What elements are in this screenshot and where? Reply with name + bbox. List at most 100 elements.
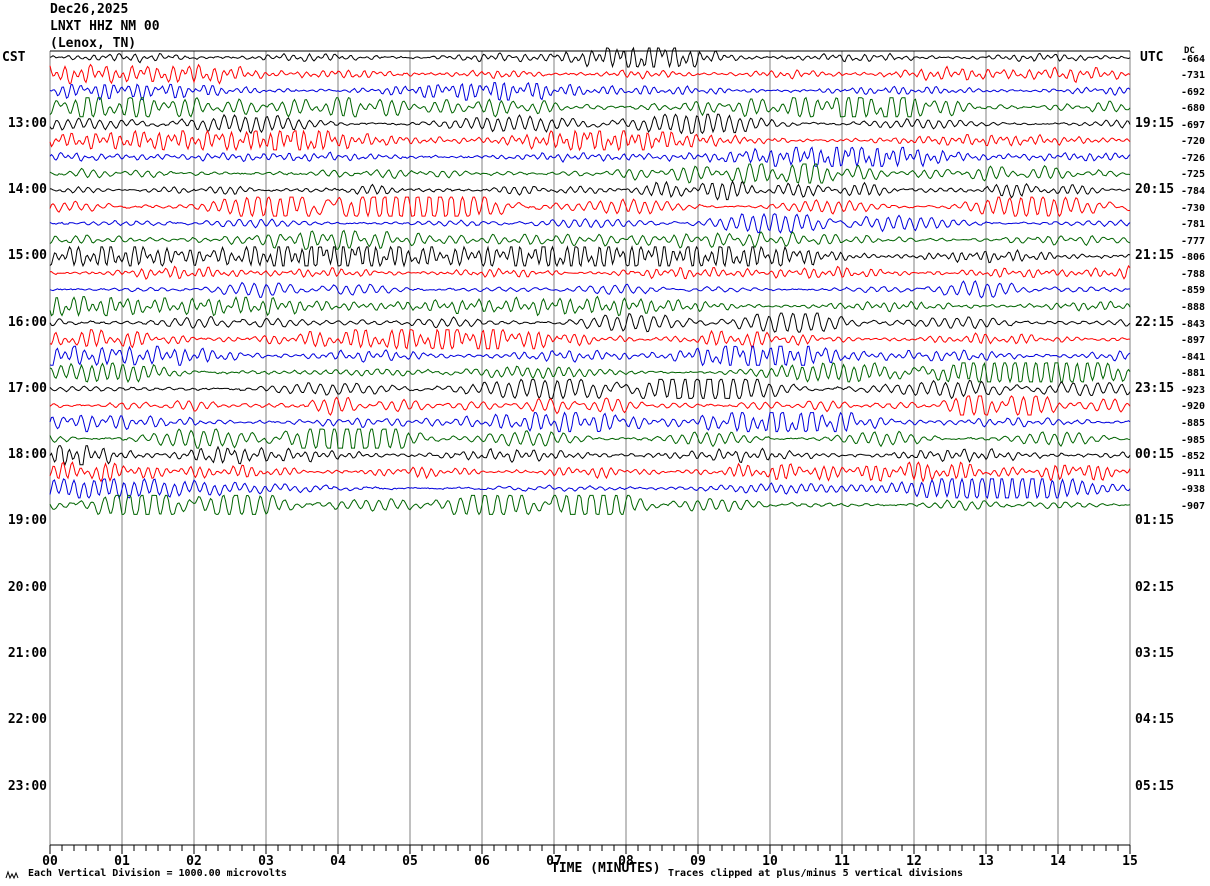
seismic-trace: [49, 195, 1131, 218]
seismic-trace: [49, 312, 1131, 333]
cst-hour-label: 22:00: [7, 712, 47, 728]
x-tick-label: 02: [186, 854, 202, 869]
seismic-trace: [49, 428, 1131, 450]
cst-hour-label: 23:00: [7, 778, 47, 794]
dc-value-label: -920: [1181, 401, 1206, 413]
title-date: Dec26,2025: [50, 2, 129, 17]
seismic-trace: [49, 179, 1131, 201]
seismic-trace: [49, 280, 1131, 299]
cst-hour-label: 14:00: [7, 182, 47, 198]
x-tick-label: 01: [114, 854, 130, 869]
x-tick-label: 09: [690, 854, 706, 869]
seismic-trace: [49, 445, 1131, 467]
dc-value-label: -725: [1181, 169, 1206, 181]
x-tick-label: 03: [258, 854, 274, 869]
x-tick-label: 06: [474, 854, 490, 869]
x-tick-label: 05: [402, 854, 418, 869]
dc-value-label: -680: [1181, 103, 1206, 115]
dc-value-label: -731: [1181, 70, 1206, 82]
seismic-trace: [49, 146, 1131, 169]
seismic-trace: [49, 63, 1131, 85]
seismic-trace: [49, 229, 1131, 250]
cst-hour-label: 15:00: [7, 248, 47, 264]
utc-hour-label: 21:15: [1135, 248, 1175, 264]
dc-value-label: -784: [1181, 186, 1206, 198]
right-axis-header: UTC: [1140, 50, 1164, 65]
seismic-trace: [49, 163, 1131, 184]
seismic-trace: [49, 212, 1131, 234]
seismic-trace: [49, 477, 1131, 500]
seismic-trace: [49, 328, 1130, 350]
utc-hour-label: 00:15: [1135, 447, 1175, 463]
seismic-trace: [49, 378, 1131, 400]
seismic-trace: [49, 46, 1131, 69]
dc-value-label: -881: [1181, 368, 1206, 380]
cst-hour-label: 16:00: [7, 314, 47, 330]
dc-header: DC: [1184, 46, 1195, 56]
dc-value-label: -841: [1181, 351, 1206, 363]
seismic-trace: [49, 245, 1131, 268]
seismic-trace: [49, 81, 1131, 101]
dc-value-label: -806: [1181, 252, 1206, 264]
utc-hour-label: 03:15: [1135, 646, 1175, 662]
waveform-logo-icon: [5, 870, 19, 880]
utc-hour-label: 22:15: [1135, 314, 1175, 330]
dc-value-label: -720: [1181, 136, 1206, 148]
dc-value-label: -907: [1181, 500, 1206, 512]
dc-value-label: -777: [1181, 235, 1206, 247]
clipping-note: Traces clipped at plus/minus 5 vertical …: [668, 868, 964, 879]
dc-value-label: -859: [1181, 285, 1206, 297]
utc-hour-label: 04:15: [1135, 712, 1175, 728]
dc-value-label: -843: [1181, 318, 1206, 330]
seismic-trace: [49, 113, 1131, 135]
dc-value-label: -938: [1181, 484, 1206, 496]
utc-hour-label: 23:15: [1135, 380, 1175, 396]
cst-hour-label: 13:00: [7, 115, 47, 131]
dc-value-label: -788: [1181, 268, 1206, 280]
x-tick-label: 11: [834, 854, 850, 869]
x-tick-label: 13: [978, 854, 994, 869]
cst-hour-label: 19:00: [7, 513, 47, 529]
utc-hour-label: 19:15: [1135, 115, 1175, 131]
utc-hour-label: 20:15: [1135, 182, 1175, 198]
x-tick-label: 07: [546, 854, 562, 869]
x-tick-label: 14: [1050, 854, 1066, 869]
dc-value-label: -664: [1181, 53, 1206, 65]
seismic-trace: [49, 411, 1131, 433]
seismic-trace: [49, 395, 1131, 416]
seismic-trace: [49, 129, 1131, 152]
utc-hour-label: 05:15: [1135, 778, 1175, 794]
cst-hour-label: 17:00: [7, 380, 47, 396]
dc-value-label: -985: [1181, 434, 1206, 446]
dc-value-label: -888: [1181, 302, 1206, 314]
dc-value-label: -781: [1181, 219, 1206, 231]
x-tick-label: 10: [762, 854, 778, 869]
dc-value-label: -911: [1181, 467, 1206, 479]
seismic-trace: [49, 461, 1131, 483]
seismic-trace: [49, 96, 1131, 118]
dc-value-label: -897: [1181, 335, 1206, 347]
x-tick-label: 12: [906, 854, 922, 869]
dc-value-label: -726: [1181, 152, 1206, 164]
seismic-trace: [49, 345, 1131, 367]
dc-value-label: -923: [1181, 384, 1206, 396]
seismic-trace: [49, 361, 1131, 384]
x-tick-label: 00: [42, 854, 58, 869]
cst-hour-label: 18:00: [7, 447, 47, 463]
seismic-trace: [49, 264, 1131, 280]
dc-value-label: -730: [1181, 202, 1206, 214]
utc-hour-label: 02:15: [1135, 579, 1175, 595]
x-tick-label: 04: [330, 854, 346, 869]
cst-hour-label: 21:00: [7, 646, 47, 662]
seismic-trace: [49, 295, 1131, 317]
vertical-division-note: Each Vertical Division = 1000.00 microvo…: [28, 868, 287, 879]
title-location: (Lenox, TN): [50, 36, 137, 51]
x-tick-label: 15: [1122, 854, 1138, 869]
x-axis-title: TIME (MINUTES): [551, 861, 661, 876]
dc-value-label: -885: [1181, 418, 1206, 430]
dc-value-label: -692: [1181, 86, 1206, 98]
dc-value-label: -852: [1181, 451, 1206, 463]
left-axis-header: CST: [2, 50, 26, 65]
